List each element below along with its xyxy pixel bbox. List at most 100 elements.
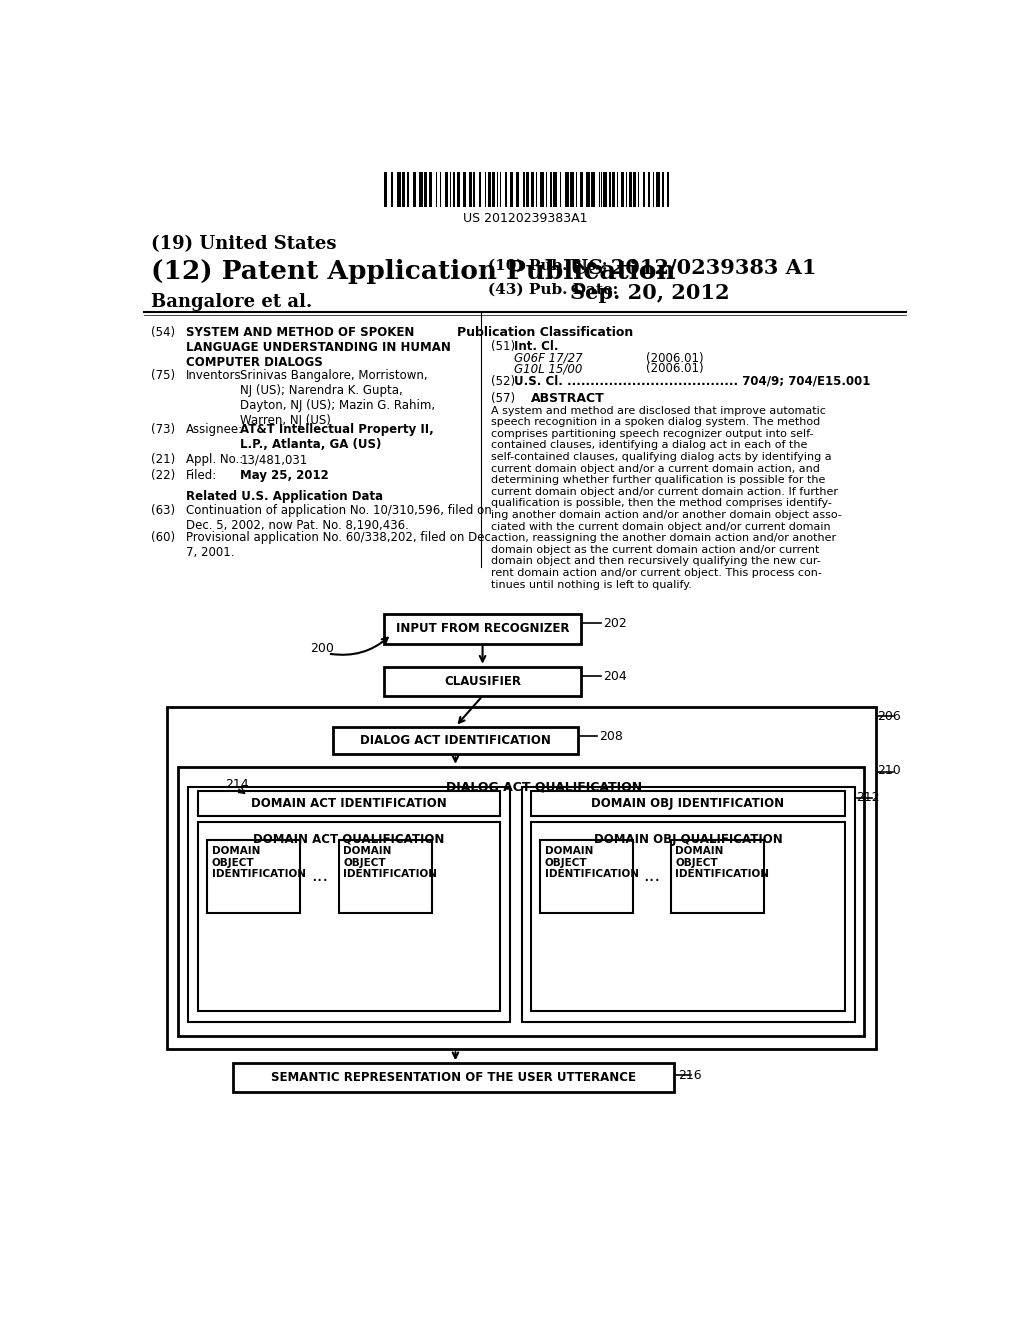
Bar	[570, 172, 574, 207]
Text: 214: 214	[225, 779, 249, 791]
Text: Sep. 20, 2012: Sep. 20, 2012	[569, 284, 729, 304]
Text: ...: ...	[311, 867, 328, 886]
Text: G06F 17/27: G06F 17/27	[514, 351, 583, 364]
Text: (10) Pub. No.:: (10) Pub. No.:	[488, 259, 608, 272]
Bar	[531, 172, 535, 207]
Text: 212: 212	[856, 791, 880, 804]
Text: CLAUSIFIER: CLAUSIFIER	[444, 675, 521, 688]
Text: 208: 208	[599, 730, 623, 743]
Bar	[435, 172, 437, 207]
Bar	[626, 172, 628, 207]
Text: 200: 200	[310, 642, 334, 655]
Text: A system and method are disclosed that improve automatic
speech recognition in a: A system and method are disclosed that i…	[490, 405, 842, 590]
Text: (54): (54)	[152, 326, 175, 339]
Text: ...: ...	[643, 867, 660, 886]
Text: US 20120239383A1: US 20120239383A1	[463, 213, 587, 226]
FancyBboxPatch shape	[334, 726, 578, 755]
Bar	[440, 172, 441, 207]
Text: (51): (51)	[490, 341, 515, 354]
Text: (75): (75)	[152, 368, 175, 381]
Text: DOMAIN
OBJECT
IDENTIFICATION: DOMAIN OBJECT IDENTIFICATION	[675, 846, 769, 879]
Bar	[473, 172, 475, 207]
Text: DOMAIN
OBJECT
IDENTIFICATION: DOMAIN OBJECT IDENTIFICATION	[343, 846, 437, 879]
Bar	[469, 172, 472, 207]
Bar	[391, 172, 393, 207]
Text: 216: 216	[678, 1069, 701, 1082]
Text: DOMAIN ACT IDENTIFICATION: DOMAIN ACT IDENTIFICATION	[251, 797, 446, 810]
Text: Int. Cl.: Int. Cl.	[514, 341, 558, 354]
Bar	[414, 172, 417, 207]
Bar	[384, 172, 387, 207]
Bar	[546, 172, 547, 207]
Text: 204: 204	[603, 669, 627, 682]
Bar	[453, 172, 456, 207]
Bar	[633, 172, 636, 207]
FancyBboxPatch shape	[188, 787, 510, 1022]
Text: G10L 15/00: G10L 15/00	[514, 363, 583, 375]
Bar	[550, 172, 552, 207]
Bar	[402, 172, 404, 207]
FancyBboxPatch shape	[339, 840, 432, 913]
Bar	[652, 172, 654, 207]
FancyBboxPatch shape	[384, 614, 582, 644]
Text: DOMAIN OBJ IDENTIFICATION: DOMAIN OBJ IDENTIFICATION	[592, 797, 784, 810]
Text: Continuation of application No. 10/310,596, filed on
Dec. 5, 2002, now Pat. No. : Continuation of application No. 10/310,5…	[186, 504, 492, 532]
Text: (2006.01): (2006.01)	[646, 351, 703, 364]
Bar	[643, 172, 645, 207]
FancyBboxPatch shape	[198, 822, 500, 1011]
Text: Inventors:: Inventors:	[186, 368, 246, 381]
Bar	[505, 172, 507, 207]
Text: US 2012/0239383 A1: US 2012/0239383 A1	[569, 259, 816, 279]
Bar	[617, 172, 618, 207]
Text: 210: 210	[878, 764, 901, 777]
FancyBboxPatch shape	[232, 1063, 675, 1093]
FancyBboxPatch shape	[384, 667, 582, 696]
Text: SYSTEM AND METHOD OF SPOKEN
LANGUAGE UNDERSTANDING IN HUMAN
COMPUTER DIALOGS: SYSTEM AND METHOD OF SPOKEN LANGUAGE UND…	[186, 326, 451, 370]
Text: DOMAIN
OBJECT
IDENTIFICATION: DOMAIN OBJECT IDENTIFICATION	[545, 846, 639, 879]
Bar	[609, 172, 611, 207]
Text: May 25, 2012: May 25, 2012	[241, 469, 329, 482]
Text: (52): (52)	[490, 375, 515, 388]
Text: Bangalore et al.: Bangalore et al.	[152, 293, 312, 312]
Bar	[497, 172, 499, 207]
Bar	[493, 172, 496, 207]
FancyBboxPatch shape	[531, 792, 845, 816]
Text: Assignee:: Assignee:	[186, 422, 244, 436]
Bar	[554, 172, 557, 207]
Text: DIALOG ACT IDENTIFICATION: DIALOG ACT IDENTIFICATION	[360, 734, 551, 747]
Text: ABSTRACT: ABSTRACT	[531, 392, 605, 405]
Bar	[586, 172, 590, 207]
Bar	[463, 172, 466, 207]
Text: Filed:: Filed:	[186, 469, 217, 482]
Bar	[457, 172, 460, 207]
Bar	[591, 172, 595, 207]
Text: SEMANTIC REPRESENTATION OF THE USER UTTERANCE: SEMANTIC REPRESENTATION OF THE USER UTTE…	[271, 1072, 636, 1084]
Text: (63): (63)	[152, 504, 175, 517]
Text: DOMAIN
OBJECT
IDENTIFICATION: DOMAIN OBJECT IDENTIFICATION	[212, 846, 306, 879]
Text: Appl. No.:: Appl. No.:	[186, 453, 244, 466]
FancyBboxPatch shape	[198, 792, 500, 816]
Bar	[485, 172, 486, 207]
Bar	[424, 172, 427, 207]
FancyBboxPatch shape	[521, 787, 855, 1022]
Bar	[500, 172, 501, 207]
Text: Publication Classification: Publication Classification	[457, 326, 633, 339]
Text: (2006.01): (2006.01)	[646, 363, 703, 375]
Text: (19) United States: (19) United States	[152, 235, 337, 253]
Bar	[603, 172, 606, 207]
Bar	[526, 172, 529, 207]
Text: Provisional application No. 60/338,202, filed on Dec.
7, 2001.: Provisional application No. 60/338,202, …	[186, 531, 495, 560]
Bar	[445, 172, 449, 207]
Text: Related U.S. Application Data: Related U.S. Application Data	[186, 490, 383, 503]
Text: (43) Pub. Date:: (43) Pub. Date:	[488, 284, 618, 297]
Bar	[621, 172, 625, 207]
Text: DIALOG ACT QUALIFICATION: DIALOG ACT QUALIFICATION	[446, 780, 643, 793]
Bar	[407, 172, 410, 207]
Bar	[575, 172, 577, 207]
FancyBboxPatch shape	[178, 767, 864, 1036]
Bar	[397, 172, 400, 207]
Bar	[450, 172, 451, 207]
Bar	[656, 172, 660, 207]
Text: (12) Patent Application Publication: (12) Patent Application Publication	[152, 259, 676, 284]
Bar	[516, 172, 519, 207]
